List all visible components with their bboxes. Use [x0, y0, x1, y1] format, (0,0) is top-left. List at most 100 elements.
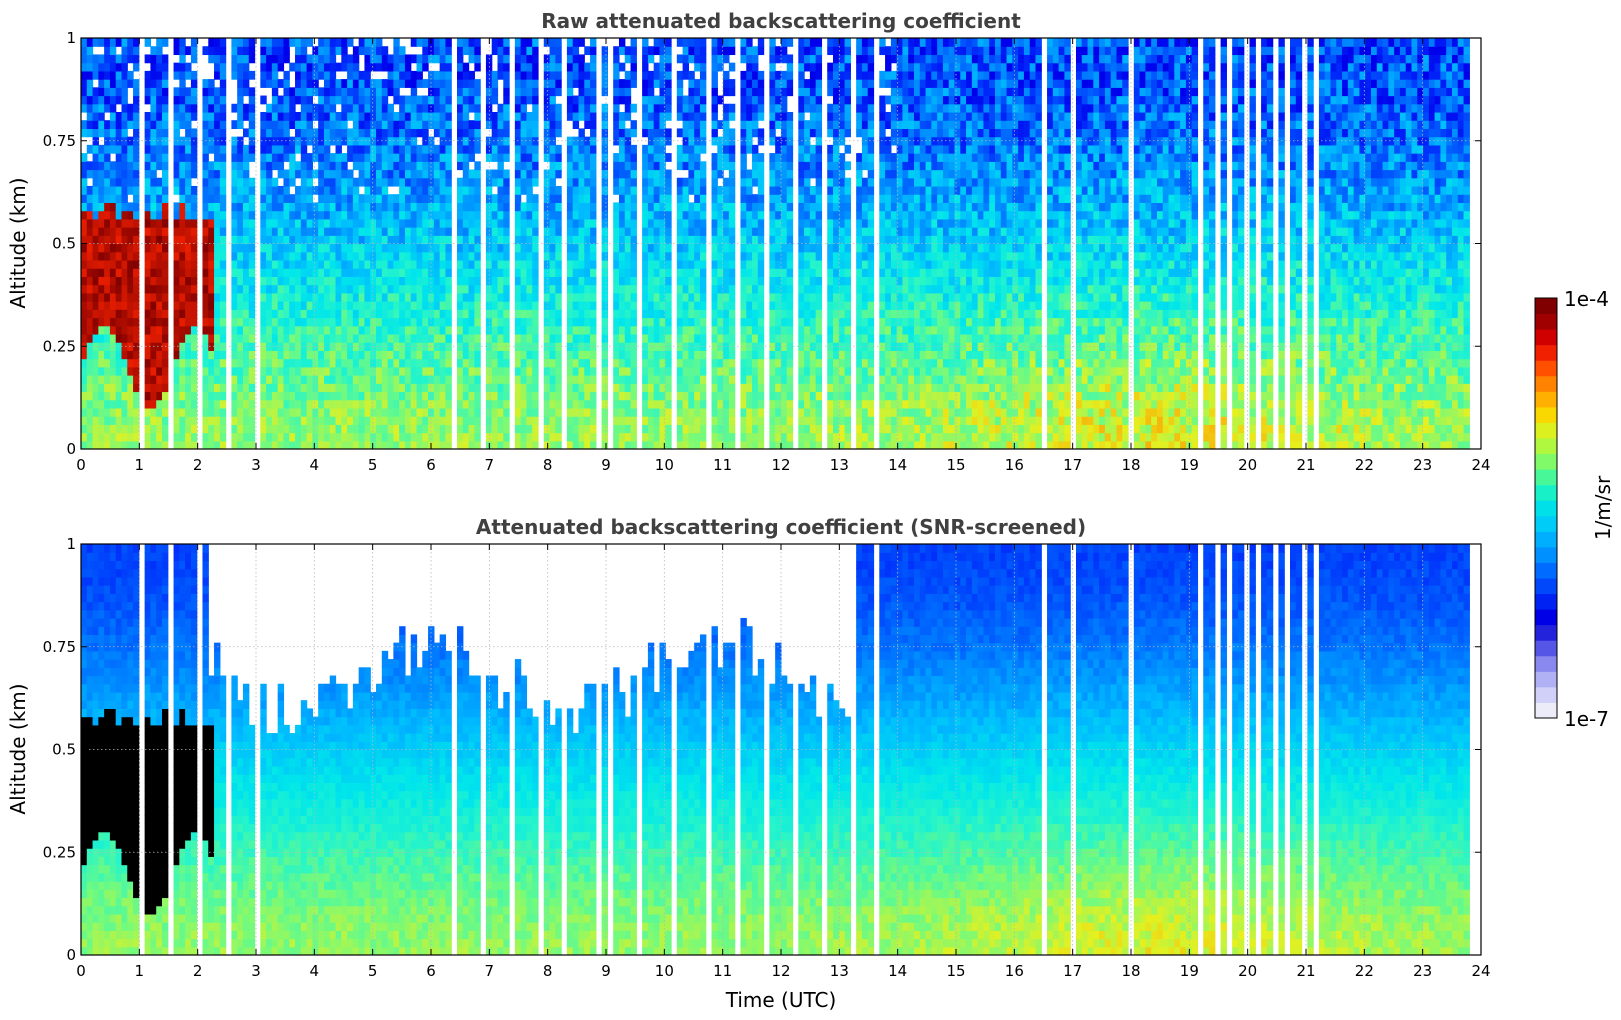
heatmap-cell	[283, 185, 290, 195]
heatmap-cell	[416, 70, 423, 80]
heatmap-cell	[352, 46, 360, 56]
heatmap-cell	[208, 185, 215, 195]
heatmap-cell	[769, 342, 776, 351]
heatmap-cell	[410, 128, 418, 138]
heatmap-cell	[277, 120, 285, 130]
heatmap-cell	[699, 399, 707, 409]
heatmap-cell	[503, 218, 510, 228]
heatmap-cell	[445, 218, 452, 228]
heatmap-cell	[572, 144, 580, 154]
heatmap-cell	[127, 202, 134, 212]
heatmap-cell	[422, 111, 429, 121]
heatmap-cell	[271, 38, 279, 47]
heatmap-cell	[775, 292, 782, 302]
heatmap-cell	[399, 268, 406, 277]
heatmap-cell	[208, 38, 215, 47]
heatmap-cell	[775, 251, 782, 261]
heatmap-cell	[300, 251, 308, 261]
heatmap-cell	[86, 432, 94, 442]
heatmap-cell	[555, 169, 562, 179]
heatmap-cell	[358, 325, 366, 335]
heatmap-cell	[433, 251, 441, 261]
heatmap-cell	[752, 103, 759, 113]
heatmap-cell	[601, 251, 609, 261]
heatmap-cell	[514, 432, 522, 442]
heatmap-cell	[202, 87, 209, 97]
heatmap-cell	[659, 194, 666, 203]
heatmap-cell	[404, 103, 412, 113]
heatmap-cell	[271, 46, 279, 56]
heatmap-cell	[520, 38, 528, 47]
heatmap-cell	[503, 424, 510, 434]
heatmap-cell	[370, 375, 377, 384]
heatmap-cell	[173, 103, 180, 113]
heatmap-cell	[306, 383, 313, 393]
heatmap-cell	[81, 383, 88, 393]
heatmap-cell	[150, 407, 157, 417]
heatmap-cell	[653, 161, 661, 171]
heatmap-cell	[231, 416, 238, 425]
heatmap-cell	[624, 243, 632, 253]
heatmap-cell	[115, 407, 123, 417]
heatmap-cell	[393, 62, 400, 72]
heatmap-cell	[295, 87, 302, 97]
heatmap-cell	[578, 383, 585, 393]
heatmap-cell	[358, 161, 366, 171]
heatmap-cell	[306, 70, 313, 80]
heatmap-cell	[312, 292, 319, 302]
heatmap-cell	[86, 218, 94, 228]
heatmap-cell	[323, 424, 331, 434]
heatmap-cell	[566, 268, 574, 277]
heatmap-cell	[208, 243, 215, 253]
heatmap-cell	[642, 62, 649, 72]
heatmap-cell	[468, 103, 475, 113]
heatmap-cell	[185, 366, 192, 376]
heatmap-cell	[439, 251, 447, 261]
heatmap-cell	[133, 243, 140, 253]
heatmap-cell	[318, 440, 325, 449]
heatmap-cell	[445, 366, 452, 376]
heatmap-cell	[462, 375, 470, 384]
heatmap-cell	[699, 325, 707, 335]
heatmap-cell	[376, 440, 383, 449]
heatmap-cell	[699, 317, 707, 327]
heatmap-cell	[457, 358, 464, 368]
heatmap-cell	[694, 161, 701, 171]
heatmap-cell	[699, 210, 707, 220]
heatmap-cell	[618, 375, 626, 384]
heatmap-cell	[543, 333, 551, 343]
heatmap-cell	[266, 144, 273, 154]
heatmap-cell	[775, 103, 782, 113]
heatmap-cell	[318, 333, 325, 343]
heatmap-cell	[723, 46, 730, 56]
heatmap-cell	[283, 325, 290, 335]
heatmap-cell	[613, 383, 620, 393]
heatmap-cell	[323, 333, 331, 343]
heatmap-cell	[780, 342, 788, 351]
heatmap-cell	[156, 268, 163, 277]
heatmap-cell	[295, 268, 302, 277]
heatmap-cell	[439, 177, 447, 187]
heatmap-cell	[468, 375, 475, 384]
heatmap-cell	[150, 243, 157, 253]
heatmap-cell	[387, 210, 394, 220]
heatmap-cell	[728, 259, 736, 269]
heatmap-cell	[109, 54, 117, 64]
heatmap-cell	[277, 350, 285, 360]
heatmap-cell	[352, 366, 360, 376]
heatmap-cell	[780, 325, 788, 335]
heatmap-cell	[445, 202, 452, 212]
heatmap-cell	[439, 111, 447, 121]
heatmap-cell	[109, 350, 117, 360]
heatmap-cell	[260, 366, 267, 376]
heatmap-cell	[428, 391, 435, 401]
heatmap-cell	[318, 284, 325, 294]
heatmap-cell	[399, 54, 406, 64]
heatmap-cell	[86, 128, 94, 138]
heatmap-cell	[335, 87, 342, 97]
heatmap-cell	[601, 276, 609, 286]
heatmap-cell	[381, 185, 389, 195]
heatmap-cell	[780, 440, 788, 449]
heatmap-cell	[549, 416, 556, 425]
heatmap-cell	[723, 440, 730, 449]
